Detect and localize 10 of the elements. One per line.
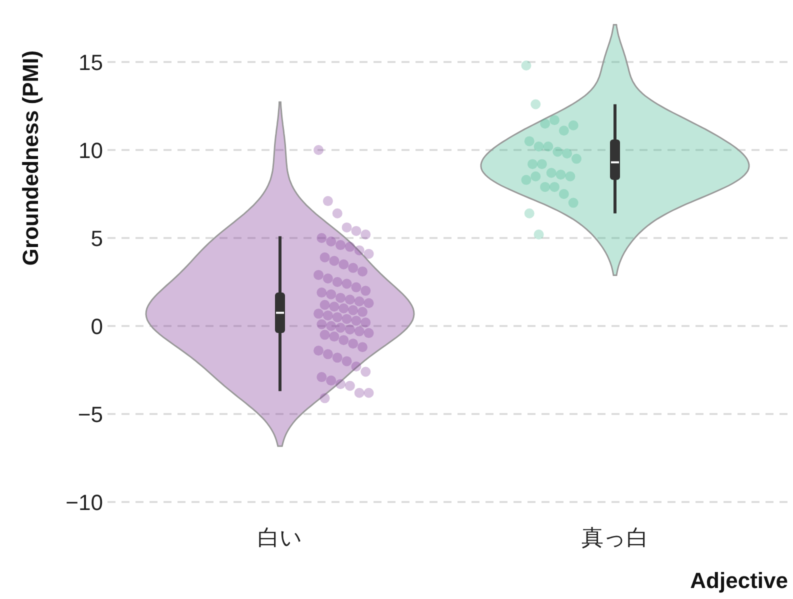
y-tick-label: −5 bbox=[78, 402, 103, 427]
y-tick-label: 10 bbox=[78, 138, 103, 163]
y-tick-label: 15 bbox=[78, 50, 103, 75]
y-tick-label: 0 bbox=[90, 314, 103, 339]
x-tick-label: 白い bbox=[258, 525, 302, 550]
y-tick-label: 5 bbox=[90, 226, 103, 251]
y-tick-label: −10 bbox=[66, 490, 103, 515]
x-axis-title: Adjective bbox=[690, 568, 788, 593]
x-tick-label: 真っ白 bbox=[582, 525, 648, 550]
y-axis-title: Groundedness (PMI) bbox=[18, 50, 43, 266]
